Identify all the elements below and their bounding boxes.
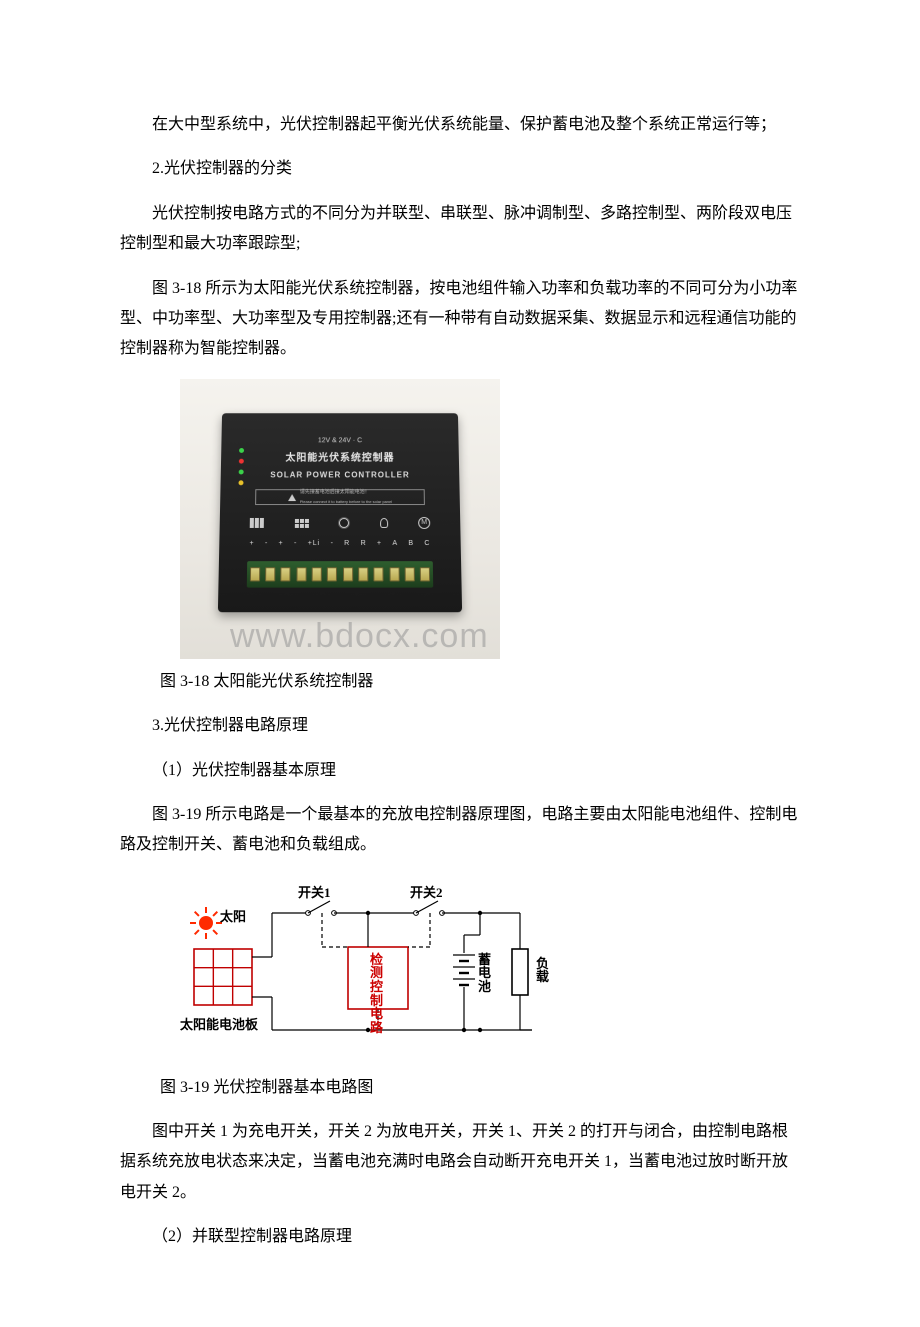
circuit-diagram: 太阳太阳能电池板 开关1 开关2 检测控制电路 蓄电池 负载 <box>180 875 560 1065</box>
diagram-label: 蓄电池 <box>478 953 492 994</box>
subheading-1: （1）光伏控制器基本原理 <box>120 756 800 786</box>
paragraph: 图中开关 1 为充电开关，开关 2 为放电开关，开关 1、开关 2 的打开与闭合… <box>120 1117 800 1208</box>
terminal <box>327 567 337 581</box>
label-voltage: 12V & 24V · C <box>261 434 419 447</box>
terminal-label: + <box>278 537 283 550</box>
paragraph: 在大中型系统中，光伏控制器起平衡光伏系统能量、保护蓄电池及整个系统正常运行等； <box>120 110 800 140</box>
warning-strip: 请先接蓄电池后接太阳能电池！ Please connect it to batt… <box>255 489 425 505</box>
diagram-label: 太阳能电池板 <box>180 1013 258 1038</box>
warning-text: 请先接蓄电池后接太阳能电池！ Please connect it to batt… <box>300 488 392 505</box>
terminal <box>358 567 368 581</box>
label-en: SOLAR POWER CONTROLLER <box>260 468 419 483</box>
diagram-label: 负载 <box>536 957 550 984</box>
terminal-label: C <box>424 537 430 550</box>
terminal-label: + <box>249 537 254 550</box>
terminal-label: +Li <box>308 537 321 550</box>
controller-photo: 12V & 24V · C 太阳能光伏系统控制器 SOLAR POWER CON… <box>180 379 500 659</box>
terminal <box>250 567 260 581</box>
led-green <box>239 448 244 453</box>
paragraph: 图 3-18 所示为太阳能光伏系统控制器，按电池组件输入功率和负载功率的不同可分… <box>120 274 800 365</box>
terminal <box>405 567 415 581</box>
terminal <box>312 567 322 581</box>
bulb-icon <box>380 518 388 528</box>
subheading-2: （2）并联型控制器电路原理 <box>120 1222 800 1252</box>
label-cn: 太阳能光伏系统控制器 <box>261 449 420 468</box>
panel-icon <box>294 518 308 527</box>
terminal-labels: +-+-+Li-RR+ABC <box>249 537 430 550</box>
diagram-label: 开关1 <box>298 881 331 906</box>
motor-icon: M <box>418 517 430 529</box>
diagram-label: 检测控制电路 <box>370 953 384 1035</box>
controller-enclosure: 12V & 24V · C 太阳能光伏系统控制器 SOLAR POWER CON… <box>218 413 462 612</box>
terminal-label: - <box>294 537 297 550</box>
status-leds <box>238 448 244 485</box>
paragraph: 图 3-19 所示电路是一个最基本的充放电控制器原理图，电路主要由太阳能电池组件… <box>120 800 800 861</box>
terminal-label: R <box>344 537 350 550</box>
diagram-label: 太阳 <box>220 905 246 930</box>
terminal <box>296 567 306 581</box>
led-yellow <box>238 480 243 485</box>
terminal <box>374 567 384 581</box>
terminal-label: R <box>361 537 367 550</box>
sun-icon <box>339 518 349 528</box>
terminal <box>281 567 291 581</box>
terminal <box>420 567 430 581</box>
heading-2: 2.光伏控制器的分类 <box>120 154 800 184</box>
terminal-label: + <box>377 537 382 550</box>
figure-3-19-caption: 图 3-19 光伏控制器基本电路图 <box>120 1073 800 1103</box>
terminal <box>343 567 353 581</box>
figure-3-18: 12V & 24V · C 太阳能光伏系统控制器 SOLAR POWER CON… <box>180 379 800 659</box>
port-icons-row: M <box>250 517 431 529</box>
battery-icon <box>250 518 264 528</box>
paragraph: 光伏控制按电路方式的不同分为并联型、串联型、脉冲调制型、多路控制型、两阶段双电压… <box>120 199 800 260</box>
terminal-label: B <box>408 537 414 550</box>
warning-icon <box>288 493 296 500</box>
terminal-label: - <box>265 537 269 550</box>
terminal <box>265 567 275 581</box>
heading-3: 3.光伏控制器电路原理 <box>120 711 800 741</box>
controller-title: 12V & 24V · C 太阳能光伏系统控制器 SOLAR POWER CON… <box>260 434 419 482</box>
led-green <box>239 469 244 474</box>
led-red <box>239 459 244 464</box>
terminal <box>389 567 399 581</box>
terminal-label: A <box>392 537 398 550</box>
figure-3-19: 太阳太阳能电池板 开关1 开关2 检测控制电路 蓄电池 负载 <box>180 875 800 1065</box>
terminal-block <box>247 561 433 587</box>
diagram-label: 开关2 <box>410 881 443 906</box>
figure-3-18-caption: 图 3-18 太阳能光伏系统控制器 <box>120 667 800 697</box>
terminal-label: - <box>331 537 334 550</box>
